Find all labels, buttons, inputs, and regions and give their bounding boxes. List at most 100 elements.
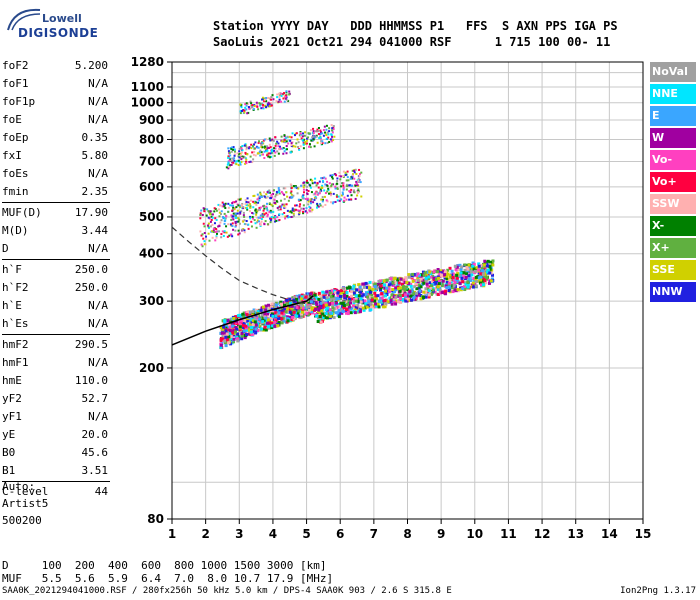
echo-point (260, 195, 263, 198)
echo-point (223, 230, 226, 233)
echo-point (283, 140, 286, 143)
echo-point (371, 281, 375, 285)
echo-point (388, 287, 392, 291)
echo-point (484, 268, 488, 272)
echo-point (245, 220, 248, 223)
echo-point (258, 197, 261, 200)
echo-point (248, 310, 252, 314)
echo-point (252, 329, 256, 333)
echo-point (208, 211, 211, 214)
echo-point (472, 277, 476, 281)
echo-point (207, 232, 210, 235)
echo-point (429, 287, 433, 291)
echo-point (287, 199, 290, 202)
echo-point (464, 282, 468, 286)
echo-point (231, 329, 235, 333)
echo-point (337, 297, 341, 301)
echo-point (277, 208, 280, 211)
echo-point (279, 92, 282, 95)
echo-point (240, 210, 243, 213)
echo-point (259, 223, 262, 226)
param-row: h`E N/A (2, 297, 110, 315)
echo-point (297, 145, 300, 148)
echo-point (334, 173, 337, 176)
echo-point (490, 277, 494, 281)
echo-point (232, 337, 236, 341)
echo-point (468, 268, 472, 272)
echo-point (304, 210, 307, 213)
echo-point (336, 199, 339, 202)
echo-point (244, 199, 247, 202)
echo-point (273, 154, 276, 157)
echo-point (367, 295, 371, 299)
echo-point (366, 284, 370, 288)
echo-point (368, 293, 372, 297)
echo-point (285, 307, 289, 311)
echo-point (354, 297, 358, 301)
echo-point (223, 204, 226, 207)
echo-point (332, 192, 335, 195)
echo-point (289, 183, 292, 186)
echo-point (224, 326, 228, 330)
echo-point (336, 180, 339, 183)
echo-point (326, 184, 329, 187)
echo-point (239, 110, 242, 113)
echo-point (252, 217, 255, 220)
echo-point (337, 308, 341, 312)
echo-point (288, 310, 292, 314)
echo-point (202, 222, 205, 225)
echo-point (272, 302, 276, 306)
param-row: fxI 5.80 (2, 147, 110, 165)
echo-point (329, 193, 332, 196)
echo-point (253, 147, 256, 150)
echo-point (345, 294, 349, 298)
echo-point (241, 110, 244, 113)
echo-point (326, 200, 329, 203)
echo-point (342, 187, 345, 190)
echo-point (288, 299, 292, 303)
echo-point (394, 302, 398, 306)
echo-point (374, 304, 378, 308)
echo-point (417, 283, 421, 287)
echo-point (408, 290, 412, 294)
echo-point (353, 171, 356, 174)
echo-point (458, 263, 462, 267)
echo-point (266, 215, 269, 218)
echo-point (284, 206, 287, 209)
echo-point (459, 271, 463, 275)
echo-point (321, 177, 324, 180)
echo-point (224, 202, 227, 205)
echo-point (248, 161, 251, 164)
echo-point (249, 100, 252, 103)
legend-item-nne: NNE (650, 84, 696, 104)
echo-point (246, 323, 250, 327)
echo-point (455, 280, 459, 284)
echo-point (277, 321, 281, 325)
echo-point (318, 318, 322, 322)
echo-point (232, 340, 236, 344)
echo-point (261, 146, 264, 149)
echo-point (327, 187, 330, 190)
echo-point (305, 181, 308, 184)
echo-point (207, 225, 210, 228)
echo-point (324, 177, 327, 180)
echo-point (251, 310, 255, 314)
param-row: fmin 2.35 (2, 183, 110, 201)
echo-point (477, 276, 481, 280)
echo-point (260, 306, 264, 310)
echo-point (251, 104, 254, 107)
echo-point (237, 164, 240, 167)
param-value: N/A (88, 167, 108, 180)
echo-point (243, 215, 246, 218)
echo-point (481, 276, 485, 280)
echo-point (397, 287, 401, 291)
echo-point (288, 315, 292, 319)
echo-point (238, 328, 242, 332)
echo-point (389, 277, 393, 281)
echo-point (227, 335, 231, 339)
echo-point (213, 222, 216, 225)
echo-point (237, 326, 241, 330)
echo-point (263, 99, 266, 102)
echo-point (364, 281, 368, 285)
echo-point (423, 271, 427, 275)
